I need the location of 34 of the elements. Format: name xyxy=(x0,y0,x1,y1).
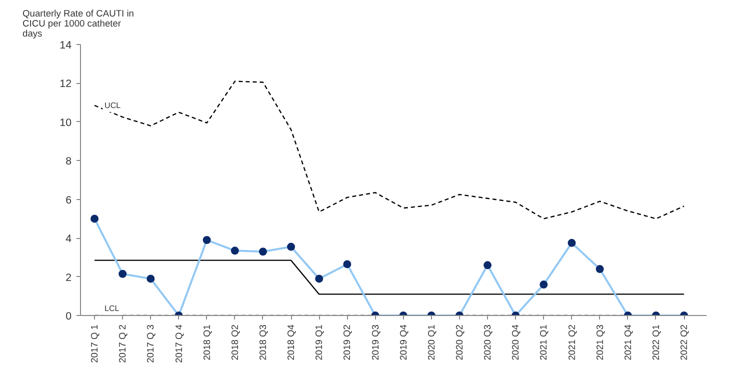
x-tick-label: 2020 Q1 xyxy=(426,324,436,360)
y-axis-title: Quarterly Rate of CAUTI in CICU per 1000 catheter days xyxy=(22,8,134,38)
x-tick-label: 2021 Q4 xyxy=(622,324,633,360)
y-tick-label: 2 xyxy=(66,272,72,284)
x-tick-label: 2020 Q2 xyxy=(454,324,464,360)
x-tick-label: 2021 Q2 xyxy=(566,324,577,360)
x-tick-label: 2017 Q 3 xyxy=(146,324,156,363)
y-tick-label: 0 xyxy=(66,310,72,322)
y-tick-label: 10 xyxy=(60,116,72,129)
y-tick-label: 8 xyxy=(66,156,72,168)
x-tick-label: 2019 Q1 xyxy=(314,324,324,360)
x-tick-label: 2017 Q 2 xyxy=(118,324,128,363)
y-tick-label: 14 xyxy=(60,40,72,52)
x-tick-label: 2022 Q2 xyxy=(679,324,690,360)
x-tick-label: 2019 Q2 xyxy=(342,324,352,360)
x-tick-label: 2019 Q4 xyxy=(398,324,408,360)
series-label: LCL xyxy=(104,304,120,313)
x-tick-label: 2018 Q2 xyxy=(230,324,240,360)
x-tick-label: 2018 Q3 xyxy=(258,324,268,360)
y-tick-label: 4 xyxy=(66,233,72,246)
y-tick-label: 12 xyxy=(60,78,72,90)
x-tick-label: 2019 Q3 xyxy=(370,324,380,360)
x-tick-label: 2020 Q4 xyxy=(510,324,521,360)
x-tick-label: 2017 Q 4 xyxy=(174,324,184,363)
x-tick-label: 2022 Q1 xyxy=(650,324,661,360)
x-tick-label: 2020 Q3 xyxy=(482,324,493,360)
x-tick-label: 2018 Q1 xyxy=(202,324,212,360)
x-tick-label: 2021 Q3 xyxy=(594,324,605,360)
x-tick-label: 2021 Q1 xyxy=(538,324,549,360)
x-tick-label: 2018 Q4 xyxy=(286,324,296,360)
y-tick-label: 6 xyxy=(66,194,72,206)
line-series xyxy=(94,80,685,220)
series-label: UCL xyxy=(104,100,122,110)
x-tick-label: 2017 Q 1 xyxy=(90,324,100,363)
